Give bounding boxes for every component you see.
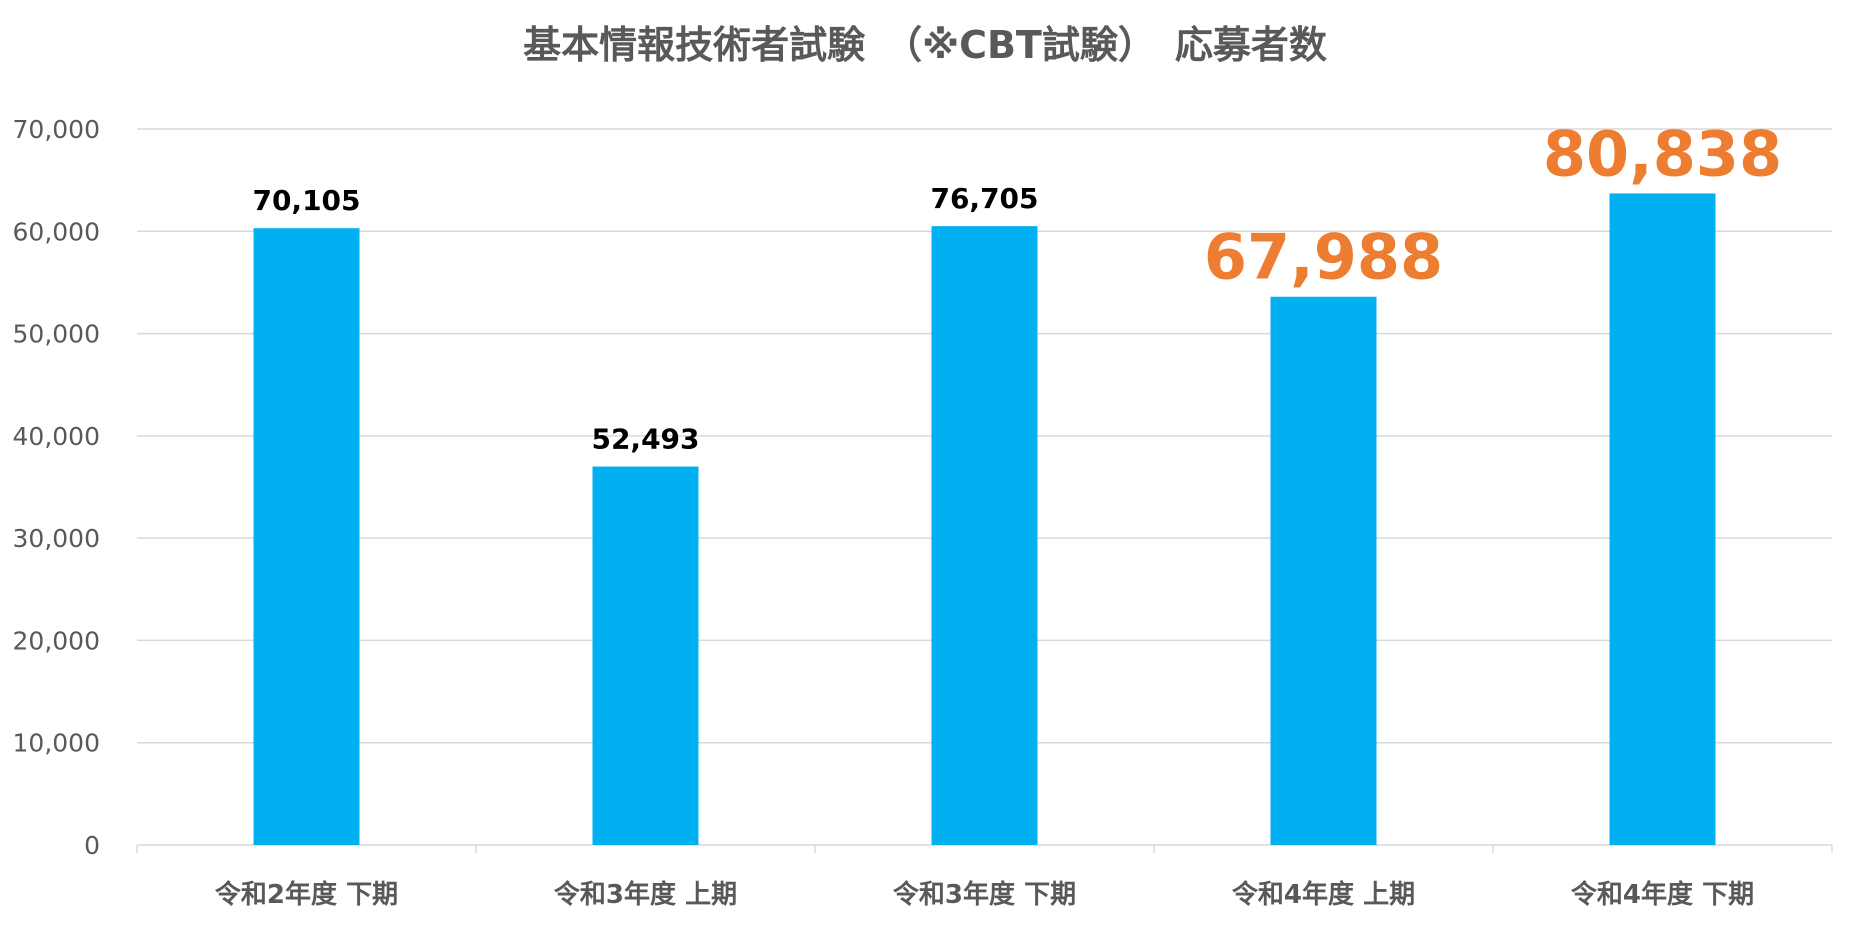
y-tick-label: 70,000 (13, 115, 100, 144)
y-tick-label: 60,000 (13, 217, 100, 246)
data-label: 52,493 (591, 423, 699, 456)
bars (253, 193, 1716, 846)
data-label: 80,838 (1543, 117, 1782, 190)
x-tick-label: 令和3年度 下期 (893, 879, 1076, 910)
bar (592, 466, 699, 845)
bar (1609, 193, 1716, 845)
x-tick-label: 令和4年度 上期 (1232, 879, 1415, 910)
y-tick-label: 20,000 (13, 626, 100, 655)
x-tick-label: 令和2年度 下期 (215, 879, 398, 910)
y-tick-label: 30,000 (13, 524, 100, 553)
bar (1270, 296, 1377, 846)
x-tick-label: 令和4年度 下期 (1571, 879, 1754, 910)
chart-title: 基本情報技術者試験 （※CBT試験） 応募者数 (523, 23, 1327, 67)
x-tick-label: 令和3年度 上期 (554, 879, 737, 910)
data-labels: 70,105 52,493 76,705 67,988 80,838 (252, 117, 1782, 455)
y-tick-label: 10,000 (13, 729, 100, 758)
data-label: 76,705 (930, 182, 1038, 215)
y-axis-tick-labels: 0 10,000 20,000 30,000 40,000 50,000 60,000 70,… (13, 115, 100, 860)
data-label: 67,988 (1204, 221, 1443, 294)
y-tick-label: 40,000 (13, 422, 100, 451)
bar (931, 226, 1038, 845)
data-label: 70,105 (252, 184, 360, 217)
y-tick-label: 0 (84, 831, 100, 860)
bar (253, 228, 360, 845)
x-axis-tick-labels: 令和2年度 下期 令和3年度 上期 令和3年度 下期 令和4年度 上期 令和4年度 下期 (215, 879, 1754, 910)
y-tick-label: 50,000 (13, 320, 100, 349)
x-axis (136, 844, 1833, 853)
